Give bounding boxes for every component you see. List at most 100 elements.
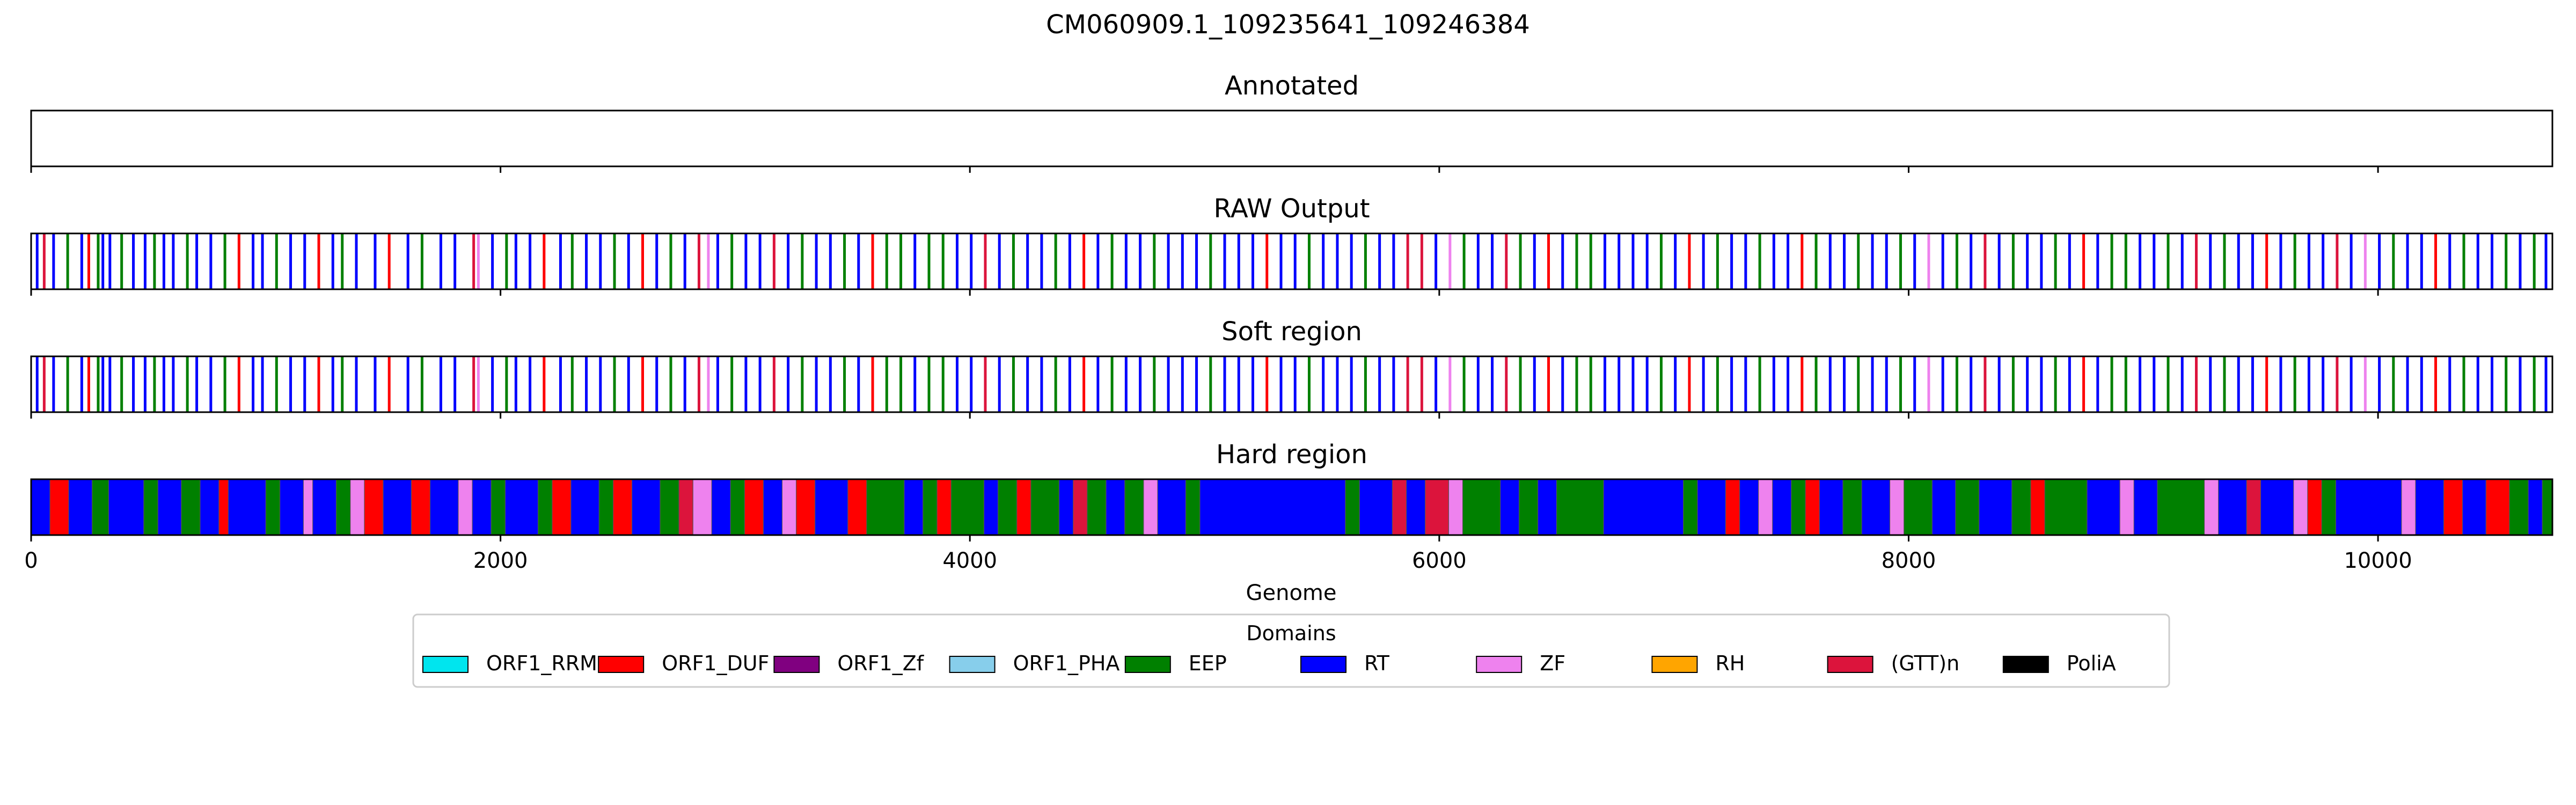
- domain-hit: [439, 356, 442, 412]
- domain-segment: [2246, 479, 2261, 535]
- domain-hit: [1702, 233, 1705, 289]
- domain-hit: [1828, 233, 1832, 289]
- domain-segment: [383, 479, 412, 535]
- domain-hit: [420, 233, 423, 289]
- domain-hit: [1801, 356, 1804, 412]
- domain-hit: [984, 233, 987, 289]
- domain-hit: [1899, 356, 1902, 412]
- domain-hit: [1857, 233, 1860, 289]
- domain-hit: [1561, 233, 1564, 289]
- domain-segment: [2443, 479, 2463, 535]
- domain-hit: [1997, 233, 2001, 289]
- domain-hit: [1645, 356, 1649, 412]
- domain-segment: [280, 479, 304, 535]
- domain-hit: [2153, 233, 2156, 289]
- domain-hit: [2406, 233, 2409, 289]
- domain-hit: [1322, 233, 1325, 289]
- domain-hit: [2434, 356, 2438, 412]
- domain-hit: [1491, 233, 1494, 289]
- domain-hit: [2378, 233, 2381, 289]
- domain-hit: [871, 233, 874, 289]
- domain-hit: [374, 356, 377, 412]
- domain-hit: [1744, 233, 1747, 289]
- domain-hit: [1435, 356, 1438, 412]
- domain-hit: [529, 356, 532, 412]
- domain-hit: [885, 356, 888, 412]
- legend-swatch: [598, 656, 645, 673]
- domain-hit: [2265, 233, 2268, 289]
- domain-hit: [101, 233, 105, 289]
- domain-segment: [937, 479, 952, 535]
- domain-hit: [2237, 356, 2240, 412]
- domain-hit: [1448, 233, 1452, 289]
- domain-hit: [374, 233, 377, 289]
- domain-hit: [275, 233, 278, 289]
- domain-hit: [1955, 233, 1958, 289]
- domain-hit: [2505, 356, 2508, 412]
- domain-hit: [514, 356, 517, 412]
- x-tick-label: 4000: [942, 548, 997, 573]
- legend-label: PoliA: [2067, 652, 2116, 675]
- domain-segment: [2157, 479, 2205, 535]
- legend-item: EEP: [1124, 652, 1227, 675]
- domain-hit: [1913, 356, 1916, 412]
- domain-hit: [1406, 356, 1409, 412]
- domain-hit: [453, 233, 457, 289]
- domain-hit: [2139, 233, 2142, 289]
- domain-segment: [218, 479, 229, 535]
- domain-hit: [172, 233, 175, 289]
- domain-hit: [1392, 233, 1395, 289]
- domain-hit: [355, 233, 358, 289]
- domain-hit: [927, 233, 931, 289]
- domain-hit: [913, 356, 917, 412]
- domain-hit: [1871, 233, 1874, 289]
- panels: Annotated RAW Output Soft region Hard regio…: [30, 71, 2553, 541]
- domain-segment: [1059, 479, 1073, 535]
- domain-hit: [599, 356, 602, 412]
- domain-hit: [1885, 356, 1888, 412]
- domain-hit: [843, 233, 846, 289]
- domain-hit: [1885, 233, 1888, 289]
- domain-segment: [1073, 479, 1087, 535]
- domain-hit: [641, 233, 645, 289]
- domain-hit: [108, 233, 112, 289]
- domain-hit: [2448, 233, 2451, 289]
- domain-hit: [1702, 356, 1705, 412]
- domain-hit: [1984, 233, 1987, 289]
- domain-hit: [2265, 356, 2268, 412]
- domain-hit: [1631, 356, 1635, 412]
- domain-hit: [1955, 356, 1958, 412]
- domain-hit: [1054, 356, 1057, 412]
- domain-segment: [411, 479, 430, 535]
- domain-hit: [815, 356, 818, 412]
- domain-hit: [87, 356, 90, 412]
- domain-segment: [660, 479, 679, 535]
- domain-hit: [1082, 233, 1086, 289]
- legend-swatch: [773, 656, 820, 673]
- domain-hit: [669, 356, 672, 412]
- domain-hit: [697, 233, 700, 289]
- domain-hit: [1631, 233, 1635, 289]
- domain-hit: [1026, 356, 1029, 412]
- domain-hit: [1252, 233, 1255, 289]
- panel-hard-region: Hard region: [30, 440, 2553, 541]
- domain-hit: [2434, 233, 2438, 289]
- domain-hit: [261, 233, 264, 289]
- domain-hit: [2533, 233, 2536, 289]
- domain-segment: [1425, 479, 1449, 535]
- legend-item: ORF1_PHA: [949, 652, 1119, 675]
- domain-segment: [2486, 479, 2509, 535]
- domain-segment: [613, 479, 632, 535]
- domain-hit: [2293, 233, 2296, 289]
- domain-segment: [312, 479, 336, 535]
- domain-hit: [627, 233, 630, 289]
- domain-segment: [904, 479, 923, 535]
- domain-segment: [2218, 479, 2247, 535]
- domain-hit: [570, 233, 574, 289]
- domain-hit: [829, 356, 832, 412]
- domain-segment: [1406, 479, 1425, 535]
- legend-label: ORF1_DUF: [662, 652, 769, 675]
- domain-hit: [2223, 233, 2226, 289]
- domain-segment: [599, 479, 613, 535]
- domain-hit: [1293, 356, 1297, 412]
